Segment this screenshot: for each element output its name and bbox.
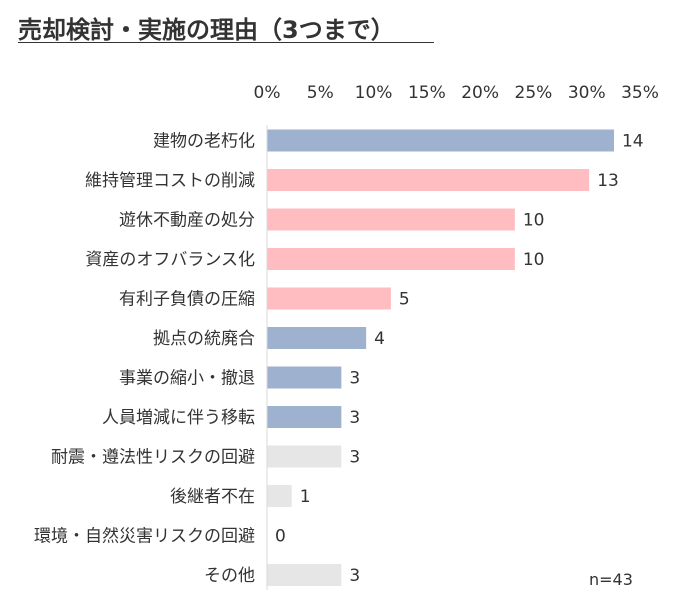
- x-tick-label: 35%: [621, 83, 659, 103]
- value-label: 10: [523, 250, 545, 270]
- x-axis-ticks: 0% 5% 10% 15% 20% 25% 30% 35%: [254, 83, 659, 103]
- x-tick-label: 0%: [254, 83, 281, 103]
- bar: [267, 327, 367, 349]
- bar: [267, 287, 391, 310]
- value-label: 3: [349, 566, 360, 586]
- chart-title: 売却検討・実施の理由（3つまで）: [18, 16, 395, 44]
- bar: [267, 406, 342, 428]
- value-label: 3: [349, 448, 360, 468]
- bar: [267, 208, 515, 231]
- value-label: 3: [349, 408, 360, 428]
- bar: [267, 445, 342, 468]
- value-label: 14: [622, 132, 644, 152]
- bar: [267, 564, 342, 586]
- x-tick-label: 30%: [568, 83, 606, 103]
- value-label: 5: [399, 290, 410, 310]
- category-label: 建物の老朽化: [153, 132, 255, 152]
- category-label: 環境・自然災害リスクの回避: [34, 527, 255, 547]
- bar: [267, 169, 590, 191]
- title-underline: [18, 42, 434, 43]
- category-label: その他: [204, 566, 255, 586]
- value-label: 10: [523, 211, 545, 231]
- category-label: 耐震・遵法性リスクの回避: [51, 448, 255, 468]
- bar: [267, 366, 342, 389]
- category-label: 拠点の統廃合: [153, 329, 255, 349]
- x-tick-label: 25%: [515, 83, 553, 103]
- bar: [267, 485, 292, 507]
- category-label: 維持管理コストの削減: [85, 171, 255, 191]
- category-label: 事業の縮小・撤退: [119, 369, 255, 389]
- category-label: 遊休不動産の処分: [119, 211, 255, 231]
- x-tick-label: 5%: [307, 83, 334, 103]
- bar: [267, 129, 614, 152]
- sample-size-note: n=43: [589, 570, 633, 589]
- x-tick-label: 15%: [408, 83, 446, 103]
- category-label: 後継者不在: [170, 487, 255, 507]
- value-label: 3: [349, 369, 360, 389]
- category-label: 有利子負債の圧縮: [119, 290, 255, 310]
- value-label: 1: [300, 487, 311, 507]
- bar: [267, 248, 515, 270]
- category-label: 資産のオフバランス化: [85, 250, 255, 270]
- x-tick-label: 10%: [355, 83, 393, 103]
- category-label: 人員増減に伴う移転: [102, 408, 255, 428]
- value-label: 0: [275, 527, 286, 547]
- value-label: 4: [374, 329, 385, 349]
- x-tick-label: 20%: [461, 83, 499, 103]
- value-label: 13: [597, 171, 619, 191]
